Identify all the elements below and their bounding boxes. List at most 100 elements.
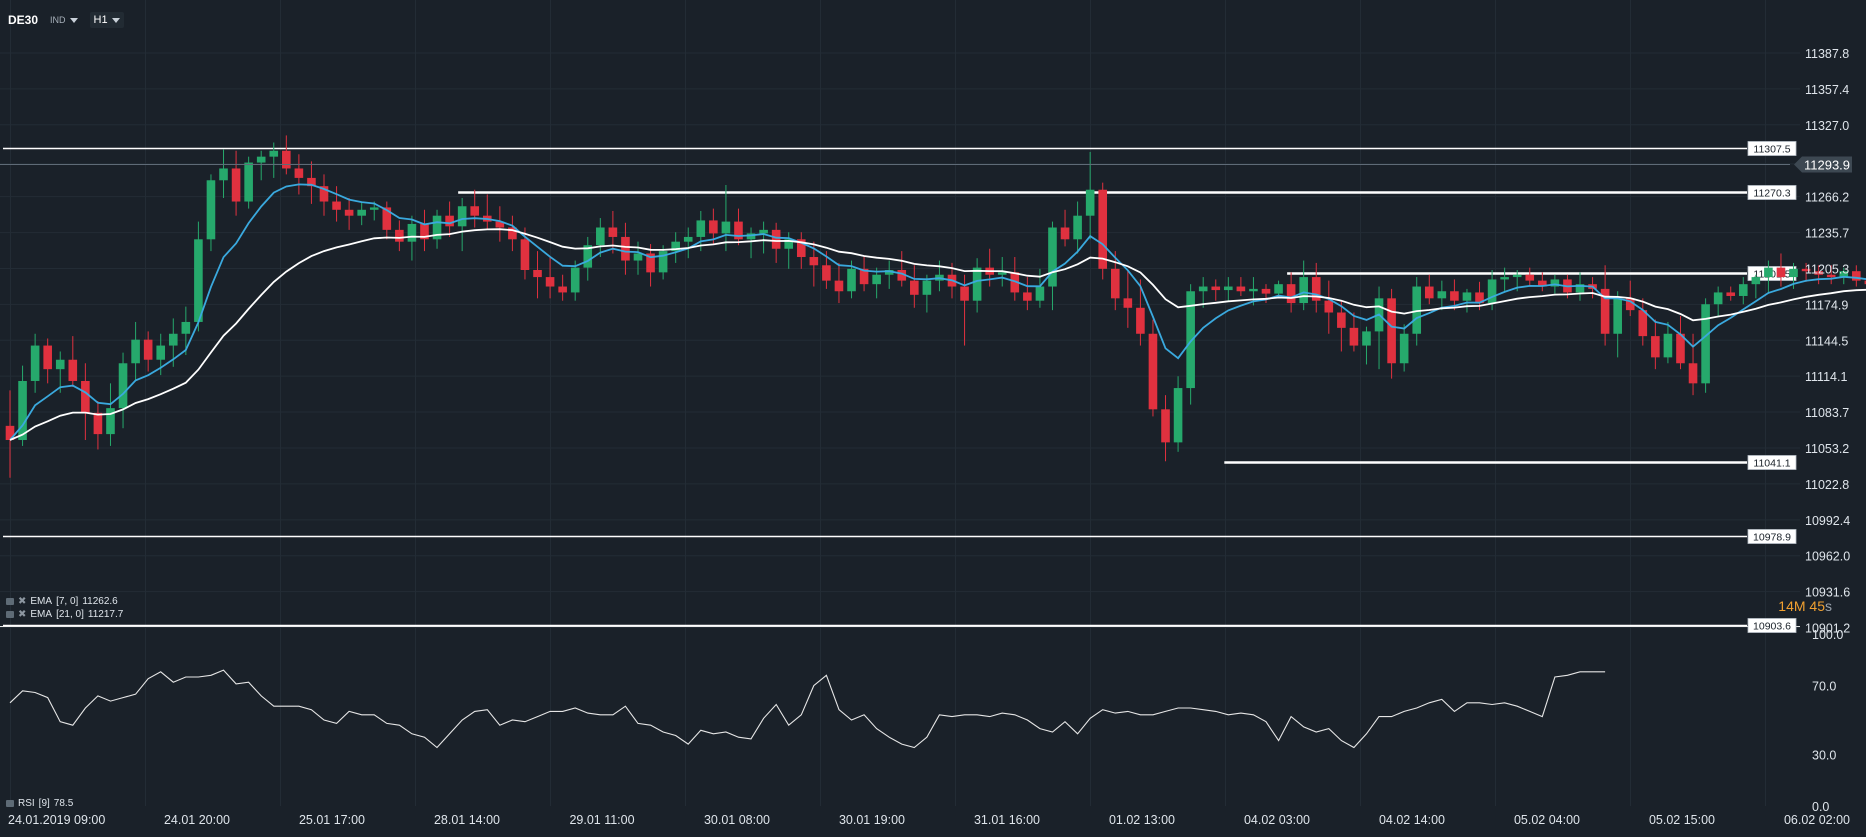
candle-body (495, 221, 505, 228)
ema-slow-line (9, 228, 1866, 441)
price-axis-tick: 11387.8 (1805, 47, 1849, 61)
indicator-ema-slow[interactable]: ✖ EMA [21, 0] 11217.7 (6, 609, 123, 620)
candle-body (1462, 292, 1472, 301)
time-axis-tick: 04.02 14:00 (1379, 813, 1445, 827)
candle-body (759, 229, 768, 234)
time-axis-tick: 24.01 20:00 (164, 813, 230, 827)
candle-body (18, 380, 27, 441)
price-axis-tick: 10962.0 (1805, 550, 1850, 564)
candle-body (206, 180, 216, 240)
candle-body (1776, 267, 1786, 278)
candle-body (1286, 284, 1296, 304)
candle-body (1839, 271, 1849, 278)
candle-body (1349, 327, 1359, 346)
candle-body (1575, 284, 1585, 293)
candle-body (822, 265, 831, 281)
time-axis-tick: 04.02 03:00 (1244, 813, 1310, 827)
time-axis-tick: 01.02 13:00 (1109, 813, 1175, 827)
timeframe-dropdown[interactable]: H1 (89, 12, 124, 28)
candle-body (168, 333, 178, 346)
indicator-params: [7, 0] (56, 596, 79, 607)
candle-body (671, 241, 680, 252)
timeframe-label: H1 (93, 14, 108, 26)
candle-body (1450, 291, 1459, 301)
candle-body (307, 177, 316, 187)
candle-body (269, 150, 279, 157)
candle-body (884, 270, 894, 275)
candle-body (1073, 215, 1082, 240)
candle-body (570, 267, 580, 293)
candle-body (382, 207, 392, 230)
candle-body (1550, 279, 1560, 287)
candle-body (407, 223, 417, 242)
candle-body (696, 220, 706, 237)
candle-body (1814, 271, 1823, 275)
candle-body (294, 168, 304, 178)
candle-body (1387, 298, 1396, 364)
countdown-minutes: 14 (1778, 598, 1794, 614)
candle-body (1399, 333, 1409, 364)
candle-body (457, 206, 467, 227)
candle-body (131, 339, 140, 364)
candle-body (784, 239, 794, 249)
candle-body (709, 220, 718, 234)
candle-body (1475, 292, 1484, 304)
close-icon[interactable]: ✖ (18, 596, 27, 607)
candle-body (5, 425, 15, 441)
candle-body (608, 227, 618, 237)
indicator-value: 78.5 (53, 798, 74, 809)
close-icon[interactable]: ✖ (18, 609, 27, 620)
candle-body (1085, 189, 1095, 216)
candle-body (922, 280, 932, 295)
level-price-label: 11041.1 (1753, 458, 1790, 470)
symbol-type-dropdown[interactable]: IND (46, 13, 82, 27)
candle-body (1136, 307, 1145, 334)
candle-body (583, 245, 593, 268)
candle-body (910, 280, 919, 295)
indicator-rsi[interactable]: RSI [9] 78.5 (6, 798, 73, 809)
candle-body (847, 268, 856, 292)
candle-body (81, 380, 90, 413)
level-price-label: 10903.6 (1753, 621, 1791, 633)
time-axis-tick: 06.02 02:00 (1784, 813, 1850, 827)
candle-body (1688, 363, 1698, 384)
candle-body (1751, 277, 1761, 285)
candle-body (420, 223, 429, 240)
candle-body (721, 221, 731, 234)
candle-body (1236, 286, 1246, 292)
level-price-tag (1747, 185, 1797, 200)
candle-body (181, 321, 191, 334)
candle-body (734, 221, 743, 240)
candle-body (1600, 288, 1610, 334)
candle-body (520, 239, 530, 271)
candle-body (219, 168, 228, 181)
indicator-label: RSI (18, 798, 35, 809)
candle-body (1701, 304, 1710, 384)
candle-body (658, 251, 668, 273)
candle-body (445, 215, 454, 227)
candle-body (1864, 280, 1866, 285)
candle-body (1625, 298, 1635, 311)
candle-body (1764, 267, 1773, 278)
candle-body (1211, 286, 1221, 291)
indicator-settings-icon[interactable] (6, 611, 14, 618)
candle-body (1311, 277, 1321, 301)
level-price-tag (1747, 529, 1797, 544)
indicator-settings-icon[interactable] (6, 598, 14, 605)
candle-body (244, 162, 253, 202)
price-axis-tick: 11053.2 (1805, 442, 1849, 456)
indicator-ema-fast[interactable]: ✖ EMA [7, 0] 11262.6 (6, 596, 118, 607)
price-axis-tick: 11174.9 (1805, 298, 1848, 312)
candle-body (1801, 268, 1811, 272)
price-axis-tick: 11022.8 (1805, 478, 1849, 492)
level-price-tag (1747, 141, 1797, 156)
indicator-settings-icon[interactable] (6, 800, 14, 807)
price-axis-tick: 10992.4 (1805, 514, 1850, 528)
candle-body (1500, 277, 1509, 280)
candle-body (1249, 288, 1258, 292)
time-axis-tick: 29.01 11:00 (569, 813, 634, 827)
candle-body (156, 345, 166, 360)
countdown-seconds: 45 (1809, 598, 1825, 614)
candle-body (1613, 298, 1622, 334)
